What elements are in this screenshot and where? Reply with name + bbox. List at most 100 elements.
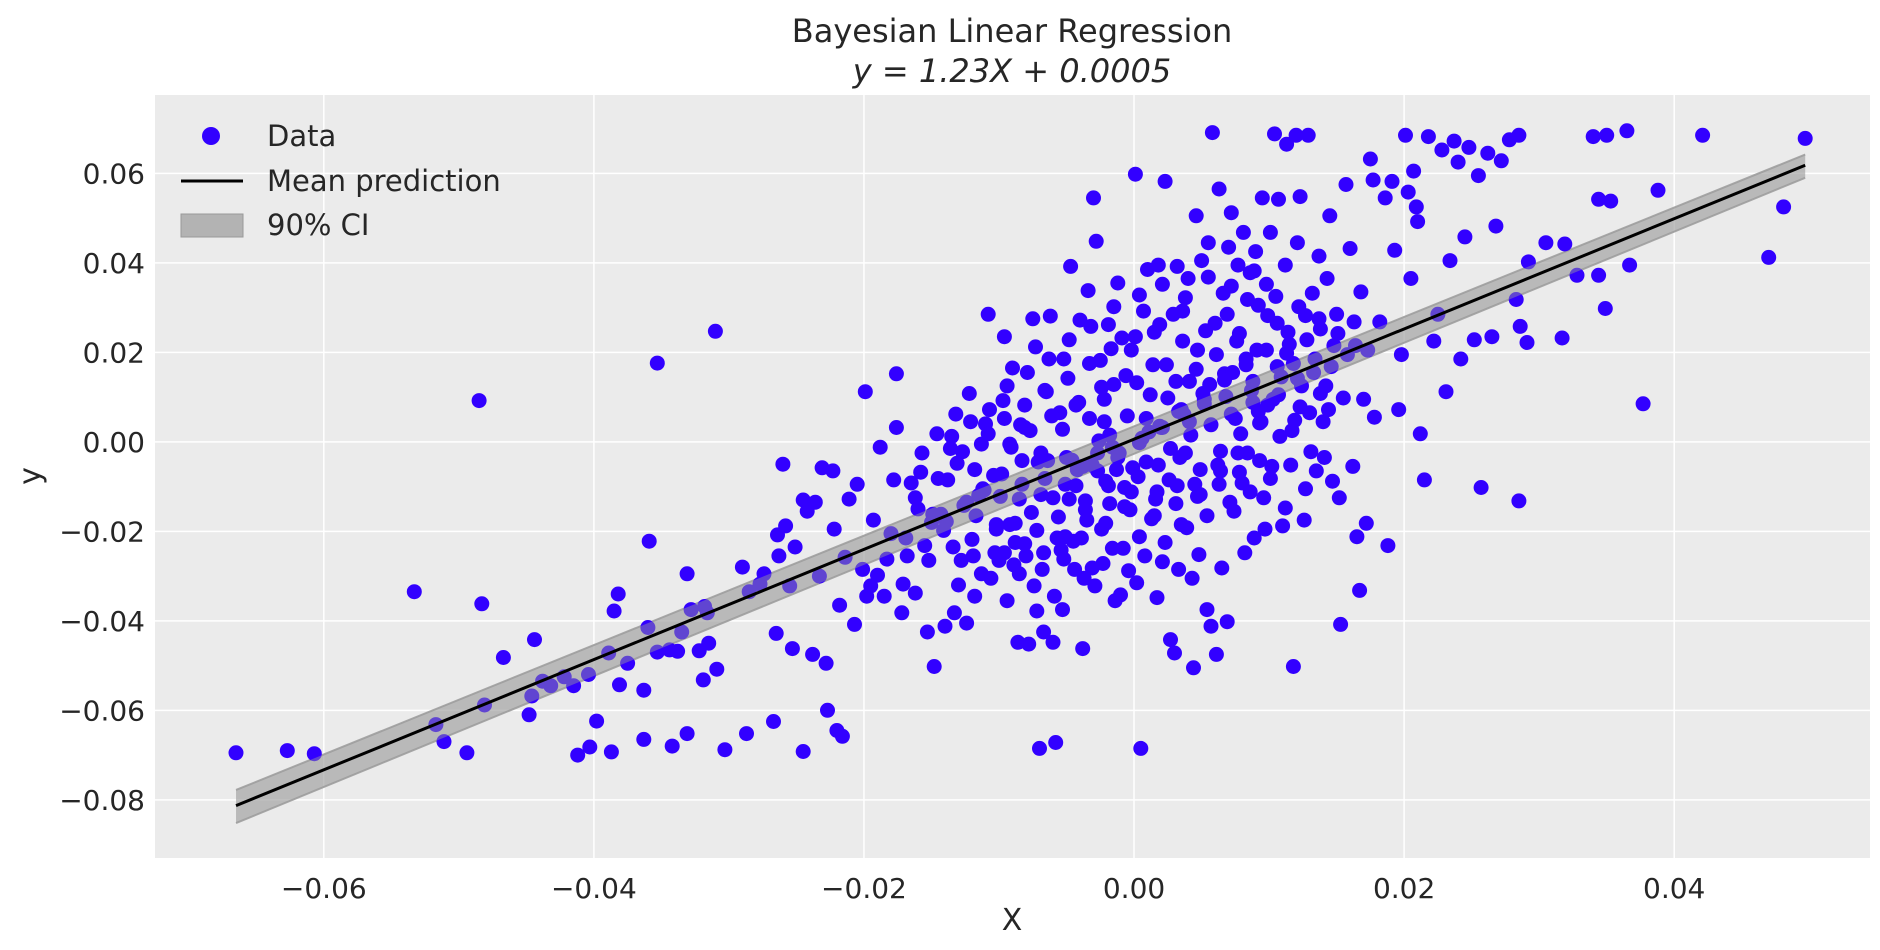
data-point	[1068, 478, 1084, 494]
data-point	[1296, 512, 1312, 528]
data-point	[1204, 125, 1220, 141]
data-point	[589, 713, 605, 729]
data-point	[406, 584, 422, 600]
data-point	[1277, 500, 1293, 516]
data-points	[228, 123, 1813, 824]
data-point	[1158, 357, 1174, 373]
data-point	[1057, 529, 1073, 545]
data-point	[679, 566, 695, 582]
data-point	[1100, 317, 1116, 333]
data-point	[707, 323, 723, 339]
data-point	[603, 744, 619, 760]
data-point	[1036, 624, 1052, 640]
data-point	[1372, 314, 1388, 330]
data-point	[1519, 335, 1535, 350]
data-point	[826, 521, 842, 537]
data-point	[1103, 341, 1119, 357]
data-point	[1168, 373, 1184, 389]
data-point	[1149, 590, 1165, 606]
data-point	[1154, 276, 1170, 292]
data-point	[1410, 214, 1426, 230]
data-point	[982, 402, 997, 418]
data-point	[734, 559, 750, 575]
data-point	[1090, 463, 1106, 479]
data-point	[1619, 123, 1635, 139]
data-point	[1299, 332, 1315, 348]
data-point	[1262, 471, 1278, 486]
data-point	[811, 568, 827, 584]
data-point	[1199, 602, 1215, 618]
data-point	[636, 682, 652, 698]
data-point	[471, 393, 487, 409]
data-point	[1082, 356, 1097, 371]
data-point	[929, 426, 945, 442]
data-point	[999, 378, 1015, 394]
data-point	[1013, 417, 1029, 433]
data-point	[921, 552, 937, 568]
y-tick-label: 0.00	[83, 426, 145, 459]
y-tick-label: 0.02	[83, 336, 145, 369]
data-point	[917, 538, 933, 554]
data-point	[620, 655, 636, 671]
data-point	[1003, 439, 1019, 455]
data-point	[610, 586, 626, 602]
x-axis-label: X	[1002, 903, 1023, 938]
data-point	[543, 678, 559, 694]
data-point	[1603, 193, 1619, 209]
data-point	[1029, 603, 1045, 619]
data-point	[1330, 326, 1346, 341]
data-point	[1267, 126, 1282, 142]
data-point	[1311, 311, 1327, 327]
data-point	[1033, 445, 1049, 461]
data-point	[1377, 190, 1393, 206]
data-point	[1169, 478, 1185, 494]
data-point	[1086, 190, 1101, 206]
data-point	[1597, 301, 1613, 316]
data-point	[1264, 458, 1280, 474]
data-point	[1138, 411, 1154, 426]
data-point	[701, 635, 717, 651]
data-point	[963, 414, 979, 430]
data-point	[1420, 129, 1436, 145]
data-point	[1484, 329, 1500, 345]
data-point	[1045, 490, 1061, 506]
data-point	[1466, 332, 1482, 348]
data-point	[980, 306, 996, 322]
data-point	[849, 476, 865, 492]
data-point	[996, 329, 1012, 345]
data-point	[1321, 402, 1336, 418]
data-point	[1245, 373, 1261, 389]
data-point	[1316, 450, 1332, 465]
data-point	[872, 439, 888, 455]
data-point	[1192, 462, 1208, 478]
data-point	[1213, 443, 1228, 459]
data-point	[888, 366, 904, 382]
data-point	[1622, 257, 1638, 273]
data-point	[886, 472, 902, 488]
data-point	[228, 745, 244, 761]
data-point	[1329, 306, 1345, 322]
data-point	[1221, 239, 1237, 255]
mean-prediction	[235, 163, 1806, 808]
data-point	[1366, 409, 1382, 425]
data-point	[1118, 368, 1134, 384]
data-point	[1191, 547, 1207, 563]
data-point	[756, 566, 772, 582]
data-point	[1127, 329, 1143, 345]
data-point	[1280, 324, 1296, 340]
data-point	[1271, 387, 1286, 403]
data-point	[1106, 377, 1122, 392]
data-point	[834, 728, 850, 744]
data-point	[1075, 641, 1091, 657]
data-point	[1403, 271, 1419, 286]
data-point	[1450, 154, 1466, 170]
data-point	[640, 620, 656, 635]
data-point	[1175, 333, 1191, 349]
ci-upper-line	[235, 153, 1806, 791]
data-point	[1087, 578, 1103, 594]
data-point	[1283, 457, 1299, 473]
data-point	[942, 441, 958, 456]
data-point	[944, 428, 960, 444]
